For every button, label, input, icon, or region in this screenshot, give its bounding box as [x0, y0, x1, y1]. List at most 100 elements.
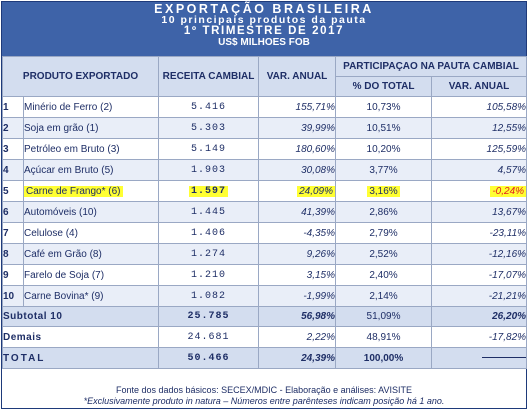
product-cell: Carne de Frango* (6) — [22, 180, 160, 202]
product: Carne de Frango* (6) — [24, 185, 123, 197]
product: Açúcar em Bruto (5) — [22, 159, 160, 181]
pct-total: 2,40% — [335, 264, 433, 286]
var-anual-2: 12,55% — [431, 117, 528, 139]
col-pct-total: % DO TOTAL — [335, 76, 433, 97]
demais-row: Demais 24.681 2,22% 48,91% -17,82% — [1, 326, 528, 348]
var-anual: 155,71% — [258, 96, 337, 118]
var-anual: 41,39% — [258, 201, 337, 223]
receita: 5.303 — [158, 117, 260, 139]
pct-total: 10,51% — [335, 117, 433, 139]
var-anual: 3,15% — [258, 264, 337, 286]
receita: 1.406 — [158, 222, 260, 244]
rank: 6 — [2, 201, 24, 223]
demais-label: Demais — [1, 326, 160, 348]
table-row: 10 Carne Bovina* (9) 1.082 -1,99% 2,14% … — [2, 285, 528, 307]
receita: 1.082 — [158, 285, 260, 307]
subtitle: 10 principais produtos da pauta — [161, 14, 367, 26]
pct-total: 10,20% — [335, 138, 433, 160]
var-anual: 30,08% — [258, 159, 337, 181]
var-anual-2: -17,07% — [431, 264, 528, 286]
pct-total: 3,77% — [335, 159, 433, 181]
rank: 5 — [2, 180, 24, 202]
var-anual-2: -23,11% — [431, 222, 528, 244]
receita-cell: 1.597 — [158, 180, 260, 202]
rank: 10 — [2, 285, 24, 307]
demais-var2: -17,82% — [431, 326, 528, 348]
rank: 2 — [2, 117, 24, 139]
rank: 8 — [2, 243, 24, 265]
pct-total: 2,14% — [335, 285, 433, 307]
title: EXPORTAÇÃO BRASILEIRA — [154, 2, 374, 16]
table-row: 3 Petróleo em Bruto (3) 5.149 180,60% 10… — [2, 138, 528, 160]
var-anual-2-cell: -0,24% — [431, 180, 528, 202]
product: Minério de Ferro (2) — [22, 96, 160, 118]
product: Carne Bovina* (9) — [22, 285, 160, 307]
var-anual-cell: 24,09% — [258, 180, 337, 202]
product: Petróleo em Bruto (3) — [22, 138, 160, 160]
var-anual: 9,26% — [258, 243, 337, 265]
table-row: 8 Café em Grão (8) 1.274 9,26% 2,52% -12… — [2, 243, 528, 265]
receita: 1.445 — [158, 201, 260, 223]
var-anual: -1,99% — [258, 285, 337, 307]
receita: 5.416 — [158, 96, 260, 118]
footer-notes: Fonte dos dados básicos: SECEX/MDIC - El… — [2, 385, 526, 407]
period: 1º TRIMESTRE DE 2017 — [183, 25, 345, 37]
subtotal-receita: 25.785 — [158, 306, 260, 327]
rank: 1 — [2, 96, 24, 118]
table-row-highlighted: 5 Carne de Frango* (6) 1.597 24,09% 3,16… — [2, 180, 528, 202]
rank: 4 — [2, 159, 24, 181]
demais-var: 2,22% — [258, 326, 337, 348]
pct-total: 3,16% — [367, 185, 400, 197]
rank: 3 — [2, 138, 24, 160]
table-row: 1 Minério de Ferro (2) 5.416 155,71% 10,… — [2, 96, 528, 118]
source-note: Fonte dos dados básicos: SECEX/MDIC - El… — [116, 385, 412, 395]
table-row: 2 Soja em grão (1) 5.303 39,99% 10,51% 1… — [2, 117, 528, 139]
table-row: 6 Automóveis (10) 1.445 41,39% 2,86% 13,… — [2, 201, 528, 223]
rank: 7 — [2, 222, 24, 244]
pct-total: 2,79% — [335, 222, 433, 244]
subtotal-var: 56,98% — [258, 306, 337, 327]
receita: 5.149 — [158, 138, 260, 160]
unit: US$ MILHOES FOB — [218, 37, 310, 48]
var-anual: 24,09% — [297, 185, 335, 197]
demais-receita: 24.681 — [158, 326, 260, 348]
var-anual-2: 13,67% — [431, 201, 528, 223]
var-anual-2: -12,16% — [431, 243, 528, 265]
total-label: TOTAL — [1, 347, 160, 369]
col-participacao: PARTICIPAÇAO NA PAUTA CAMBIAL — [335, 56, 528, 77]
receita: 1.597 — [189, 185, 229, 197]
col-var-anual: VAR. ANUAL — [258, 56, 337, 97]
receita: 1.903 — [158, 159, 260, 181]
footnote: *Exclusivamente produto in natura – Núme… — [83, 396, 445, 406]
subtotal-row: Subtotal 10 25.785 56,98% 51,09% 26,20% — [1, 306, 528, 327]
total-pct: 100,00% — [335, 347, 433, 369]
demais-pct: 48,91% — [335, 326, 433, 348]
var-anual-2: -21,21% — [431, 285, 528, 307]
product: Celulose (4) — [22, 222, 160, 244]
col-receita: RECEITA CAMBIAL — [158, 56, 260, 97]
var-anual: -4,35% — [258, 222, 337, 244]
pct-total: 2,86% — [335, 201, 433, 223]
pct-total: 10,73% — [335, 96, 433, 118]
table-row: 4 Açúcar em Bruto (5) 1.903 30,08% 3,77%… — [2, 159, 528, 181]
total-receita: 50.466 — [158, 347, 260, 369]
var-anual: 39,99% — [258, 117, 337, 139]
var-anual-2: 105,58% — [431, 96, 528, 118]
table-row: 9 Farelo de Soja (7) 1.210 3,15% 2,40% -… — [2, 264, 528, 286]
subtotal-label: Subtotal 10 — [1, 306, 160, 327]
var-anual-2: 125,59% — [431, 138, 528, 160]
var-anual-2: -0,24% — [490, 185, 526, 197]
receita: 1.274 — [158, 243, 260, 265]
total-var2-empty — [431, 347, 528, 369]
dash-divider — [482, 357, 526, 359]
col-produto: PRODUTO EXPORTADO — [1, 56, 160, 97]
product: Soja em grão (1) — [22, 117, 160, 139]
product: Café em Grão (8) — [22, 243, 160, 265]
subtotal-pct: 51,09% — [335, 306, 433, 327]
product: Farelo de Soja (7) — [22, 264, 160, 286]
receita: 1.210 — [158, 264, 260, 286]
product: Automóveis (10) — [22, 201, 160, 223]
col-var-anual-2: VAR. ANUAL — [431, 76, 528, 97]
total-row: TOTAL 50.466 24,39% 100,00% — [1, 347, 528, 369]
pct-total: 2,52% — [335, 243, 433, 265]
